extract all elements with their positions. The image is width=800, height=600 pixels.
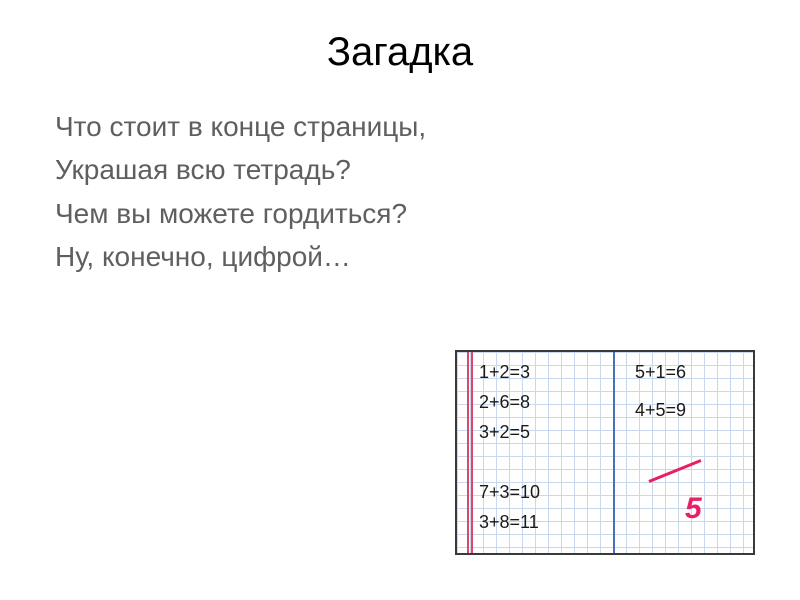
poem-line-4: Ну, конечно, цифрой… — [55, 235, 800, 278]
grade-slash-mark — [648, 459, 701, 483]
equation-left-2: 2+6=8 — [479, 392, 530, 413]
margin-line-red-2 — [471, 352, 473, 553]
poem-line-1: Что стоит в конце страницы, — [55, 105, 800, 148]
equation-left-1: 1+2=3 — [479, 362, 530, 383]
margin-line-red-1 — [467, 352, 469, 553]
page-title: Загадка — [0, 0, 800, 105]
equation-left-3: 3+2=5 — [479, 422, 530, 443]
notebook-illustration: 1+2=3 2+6=8 3+2=5 7+3=10 3+8=11 5+1=6 4+… — [455, 350, 755, 555]
poem-block: Что стоит в конце страницы, Украшая всю … — [0, 105, 800, 279]
poem-line-3: Чем вы можете гордиться? — [55, 192, 800, 235]
margin-line-blue — [613, 352, 615, 553]
equation-right-2: 4+5=9 — [635, 400, 686, 421]
equation-left-4: 7+3=10 — [479, 482, 540, 503]
poem-line-2: Украшая всю тетрадь? — [55, 148, 800, 191]
grade-number: 5 — [685, 492, 702, 526]
equation-left-5: 3+8=11 — [479, 512, 539, 533]
equation-right-1: 5+1=6 — [635, 362, 686, 383]
